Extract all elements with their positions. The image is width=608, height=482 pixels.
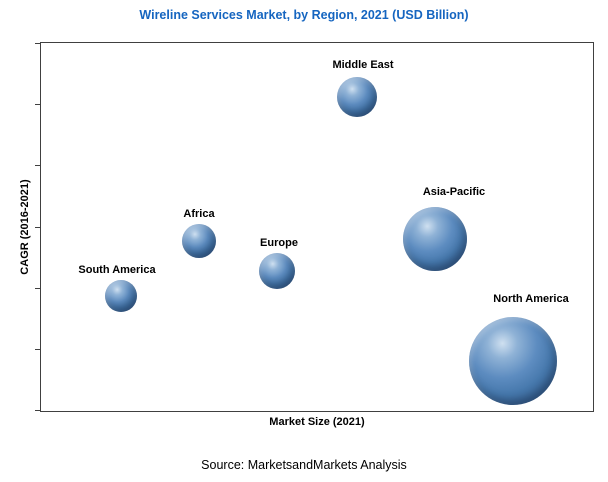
y-axis-tick [35,165,41,166]
y-axis-tick [35,288,41,289]
y-axis-tick [35,410,41,411]
bubble-label-africa: Africa [183,208,215,220]
x-axis-label: Market Size (2021) [269,416,365,428]
bubble-label-north-america: North America [493,293,569,305]
bubble-africa [182,224,216,258]
y-axis-tick [35,43,41,44]
bubble-middle-east [337,77,377,117]
bubble-label-south-america: South America [78,264,156,276]
y-axis-label: CAGR (2016-2021) [19,179,31,275]
y-axis-tick [35,104,41,105]
bubble-label-middle-east: Middle East [332,59,394,71]
plot-area: South America Africa Europe Middle East Asia… [35,42,594,412]
bubble-south-america [105,280,137,312]
bubble-asia-pacific [403,207,467,271]
chart-title: Wireline Services Market, by Region, 202… [139,8,469,22]
y-axis-tick [35,349,41,350]
bubble-label-asia-pacific: Asia-Pacific [422,186,486,198]
bubble-europe [259,253,295,289]
bubble-north-america [469,317,557,405]
bubble-label-europe: Europe [260,237,298,249]
y-axis-tick [35,227,41,228]
source-note: Source: MarketsandMarkets Analysis [201,458,407,472]
